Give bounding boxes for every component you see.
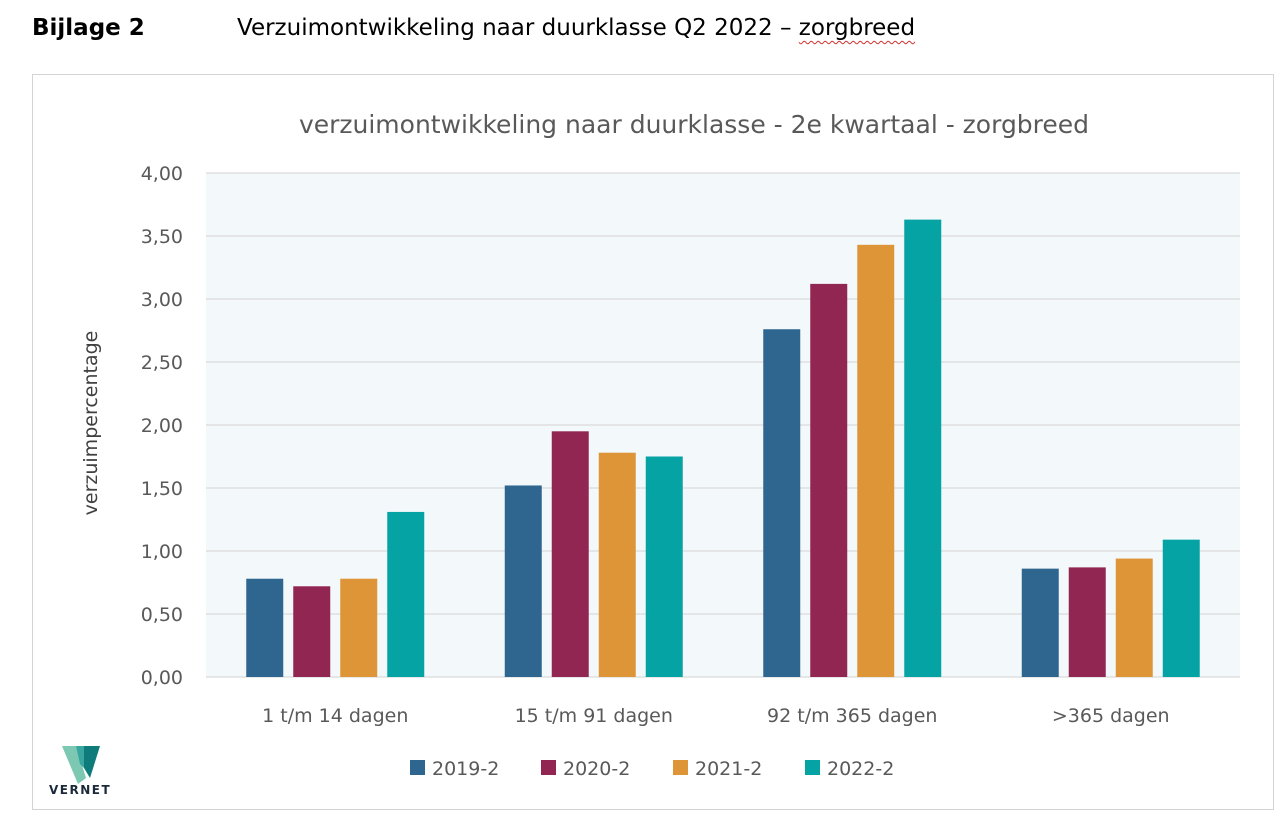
bar [1021,568,1059,677]
y-tick-label: 2,00 [141,415,183,437]
y-tick-label: 1,00 [141,541,183,563]
document-title-underlined: zorgbreed [798,15,916,41]
bar [598,452,636,677]
x-tick-label: 1 t/m 14 dagen [262,705,408,727]
document-title-prefix: Verzuimontwikkeling naar duurklasse Q2 2… [237,15,799,41]
bar [551,431,589,677]
legend-swatch [805,760,820,775]
y-tick-label: 1,50 [141,478,183,500]
legend-label: 2019-2 [432,758,499,780]
legend-label: 2020-2 [563,758,630,780]
y-tick-label: 4,00 [141,163,183,185]
legend-swatch [673,760,688,775]
bar [246,578,284,677]
x-tick-label: >365 dagen [1052,705,1170,727]
bar [763,329,801,677]
bar [857,244,895,677]
legend-swatch [541,760,556,775]
bar [1115,558,1153,677]
bar [1068,567,1106,677]
legend-swatch [410,760,425,775]
bar [904,219,942,677]
vernet-logo-icon [62,746,100,784]
y-tick-label: 2,50 [141,352,183,374]
logo-text: VERNET [49,783,112,797]
document-heading: Bijlage 2 Verzuimontwikkeling naar duurk… [32,12,915,44]
bar [340,578,378,677]
legend-label: 2022-2 [827,758,894,780]
bar [810,283,848,677]
y-axis-label: verzuimpercentage [80,331,102,516]
chart-title: verzuimontwikkeling naar duurklasse - 2e… [299,110,1089,139]
legend-label: 2021-2 [695,758,762,780]
bar [504,485,542,677]
bar [293,586,331,677]
y-tick-label: 0,50 [141,604,183,626]
appendix-label: Bijlage 2 [32,15,145,41]
y-tick-label: 3,00 [141,289,183,311]
x-tick-label: 15 t/m 91 dagen [515,705,673,727]
bar [1162,539,1200,677]
y-tick-label: 0,00 [141,667,183,689]
bar [387,511,425,677]
bar [645,456,683,677]
document-title: Verzuimontwikkeling naar duurklasse Q2 2… [237,15,915,41]
y-tick-label: 3,50 [141,226,183,248]
x-tick-label: 92 t/m 365 dagen [767,705,937,727]
